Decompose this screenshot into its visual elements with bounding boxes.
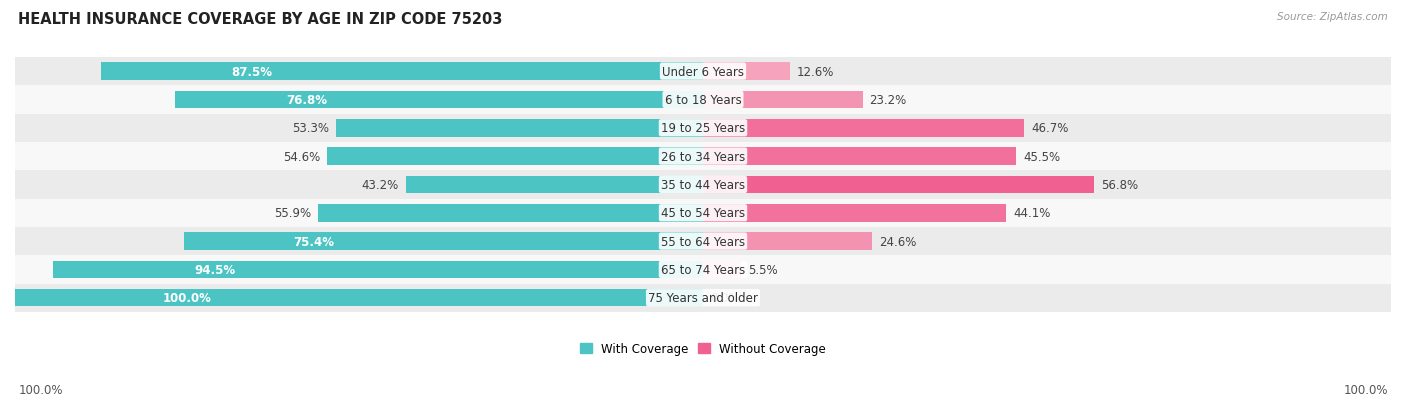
Text: 53.3%: 53.3% [292, 122, 329, 135]
Text: 35 to 44 Years: 35 to 44 Years [661, 178, 745, 192]
Text: Source: ZipAtlas.com: Source: ZipAtlas.com [1277, 12, 1388, 22]
Text: 65 to 74 Years: 65 to 74 Years [661, 263, 745, 276]
Text: 43.2%: 43.2% [361, 178, 399, 192]
Text: 45.5%: 45.5% [1024, 150, 1060, 163]
Text: 94.5%: 94.5% [195, 263, 236, 276]
Bar [318, 204, 703, 222]
Bar [703, 148, 1017, 166]
Bar [703, 120, 1025, 137]
Text: HEALTH INSURANCE COVERAGE BY AGE IN ZIP CODE 75203: HEALTH INSURANCE COVERAGE BY AGE IN ZIP … [18, 12, 503, 27]
Text: 46.7%: 46.7% [1031, 122, 1069, 135]
Text: 6 to 18 Years: 6 to 18 Years [665, 94, 741, 107]
Text: 55 to 64 Years: 55 to 64 Years [661, 235, 745, 248]
Text: 0.0%: 0.0% [710, 292, 740, 304]
Text: 54.6%: 54.6% [283, 150, 321, 163]
Text: 23.2%: 23.2% [869, 94, 907, 107]
Bar [703, 233, 872, 250]
Text: 100.0%: 100.0% [163, 292, 211, 304]
Bar [328, 148, 703, 166]
Text: 12.6%: 12.6% [797, 65, 834, 78]
Text: 87.5%: 87.5% [231, 65, 271, 78]
Bar [703, 204, 1007, 222]
Bar [703, 91, 863, 109]
Bar [703, 261, 741, 278]
Text: 56.8%: 56.8% [1101, 178, 1137, 192]
Bar [15, 171, 1391, 199]
Bar [15, 227, 1391, 256]
Text: 55.9%: 55.9% [274, 207, 312, 220]
Bar [15, 199, 1391, 227]
Bar [15, 142, 1391, 171]
Text: 5.5%: 5.5% [748, 263, 778, 276]
Bar [15, 284, 1391, 312]
Text: 75.4%: 75.4% [294, 235, 335, 248]
Bar [15, 289, 703, 307]
Text: 45 to 54 Years: 45 to 54 Years [661, 207, 745, 220]
Bar [101, 63, 703, 81]
Bar [15, 256, 1391, 284]
Bar [53, 261, 703, 278]
Bar [15, 114, 1391, 142]
Bar [184, 233, 703, 250]
Text: 76.8%: 76.8% [287, 94, 328, 107]
Text: 19 to 25 Years: 19 to 25 Years [661, 122, 745, 135]
Bar [406, 176, 703, 194]
Bar [703, 176, 1094, 194]
Text: 75 Years and older: 75 Years and older [648, 292, 758, 304]
Bar [15, 58, 1391, 86]
Text: 24.6%: 24.6% [879, 235, 917, 248]
Legend: With Coverage, Without Coverage: With Coverage, Without Coverage [575, 337, 831, 360]
Text: 100.0%: 100.0% [18, 384, 63, 396]
Bar [703, 63, 790, 81]
Text: 26 to 34 Years: 26 to 34 Years [661, 150, 745, 163]
Text: Under 6 Years: Under 6 Years [662, 65, 744, 78]
Bar [336, 120, 703, 137]
Text: 44.1%: 44.1% [1014, 207, 1050, 220]
Bar [15, 86, 1391, 114]
Bar [174, 91, 703, 109]
Text: 100.0%: 100.0% [1343, 384, 1388, 396]
